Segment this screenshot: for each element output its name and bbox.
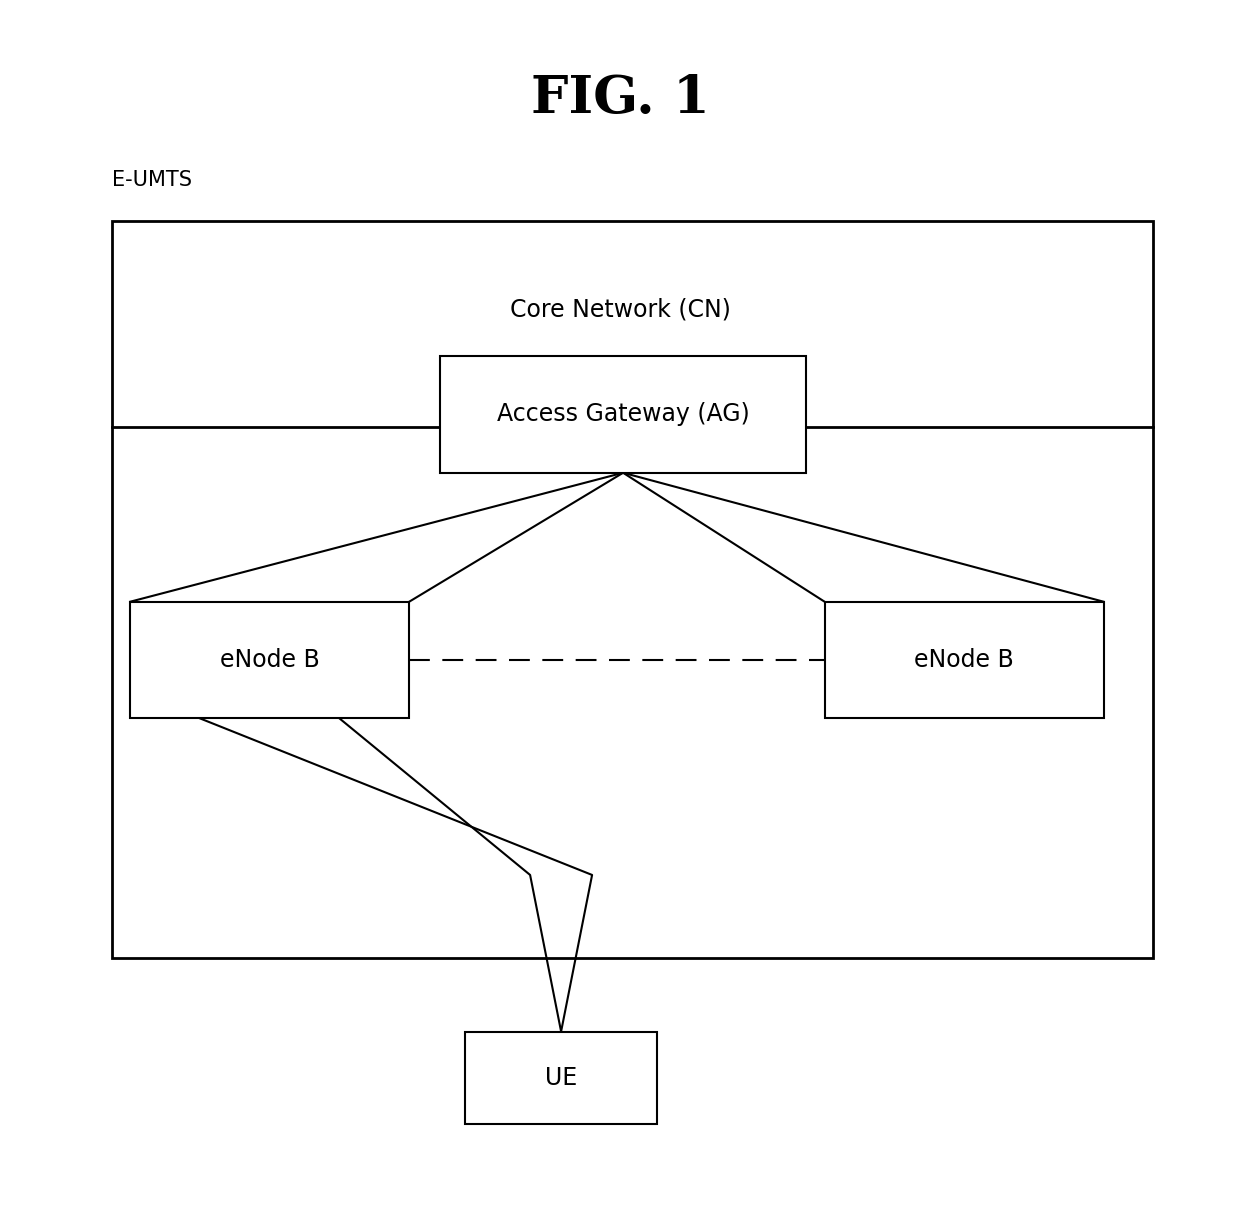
Text: FIG. 1: FIG. 1 bbox=[531, 72, 709, 124]
FancyBboxPatch shape bbox=[440, 356, 806, 473]
FancyBboxPatch shape bbox=[465, 1032, 657, 1124]
FancyBboxPatch shape bbox=[825, 602, 1104, 718]
Text: Access Gateway (AG): Access Gateway (AG) bbox=[497, 403, 749, 426]
Text: eNode B: eNode B bbox=[914, 648, 1014, 672]
Text: UE: UE bbox=[544, 1066, 578, 1089]
Text: Core Network (CN): Core Network (CN) bbox=[510, 297, 730, 322]
FancyBboxPatch shape bbox=[112, 221, 1153, 958]
FancyBboxPatch shape bbox=[130, 602, 409, 718]
Text: E-UMTS: E-UMTS bbox=[112, 171, 192, 190]
Text: eNode B: eNode B bbox=[219, 648, 320, 672]
